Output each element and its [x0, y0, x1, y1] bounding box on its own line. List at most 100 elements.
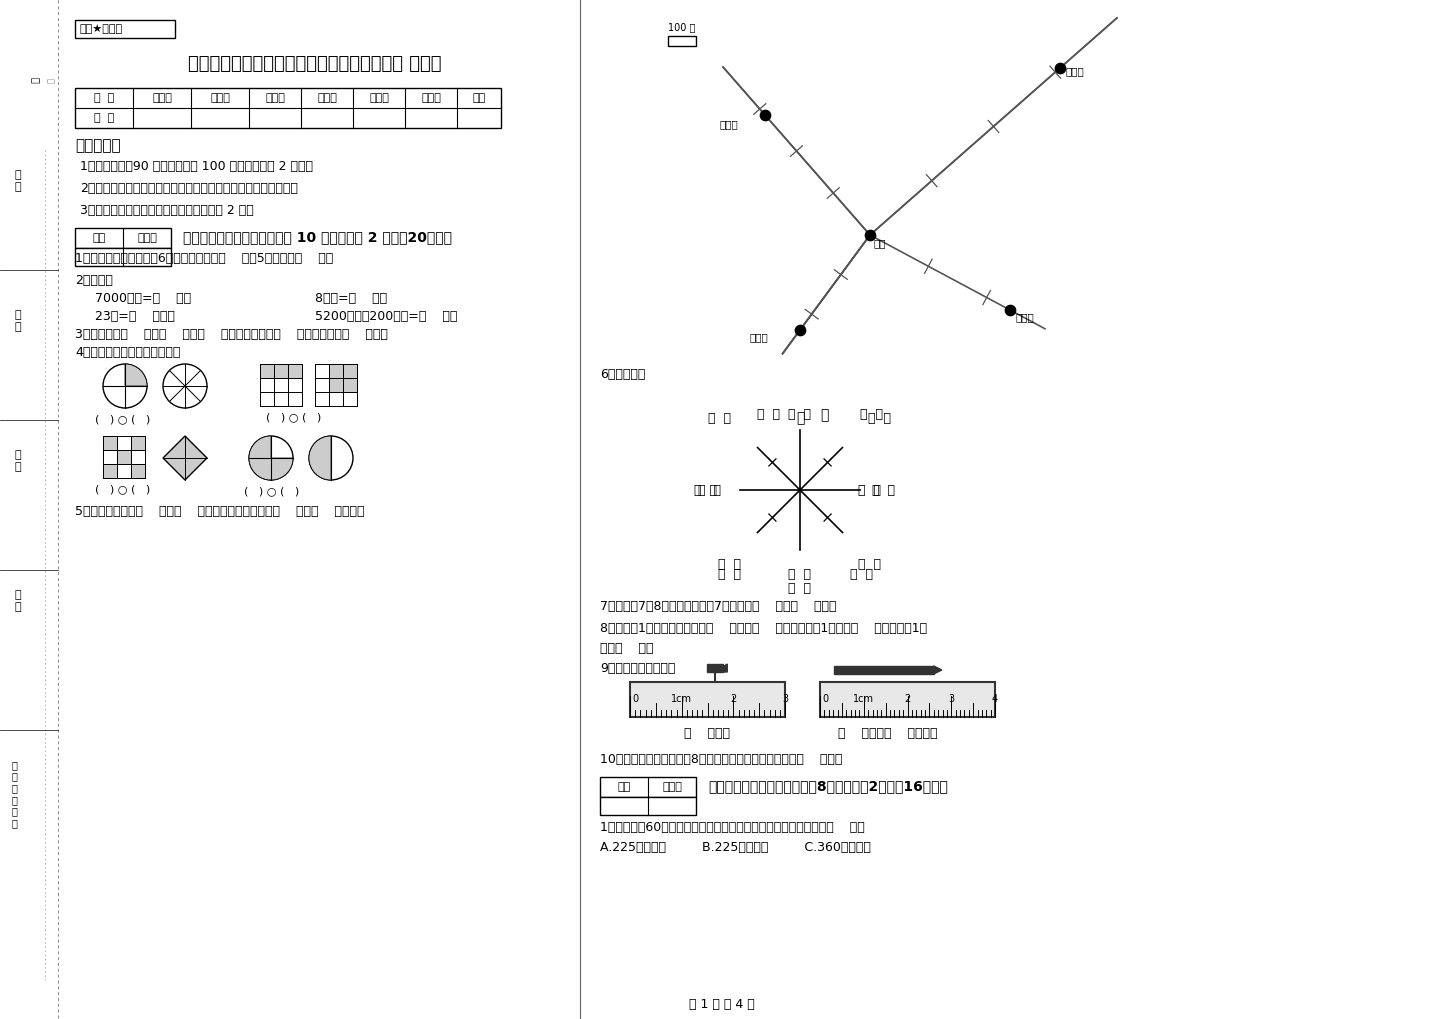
Bar	[819, 682, 996, 717]
Text: 绝密★启用前: 绝密★启用前	[79, 24, 123, 34]
Text: （    ）厘米（    ）毫米。: （ ）厘米（ ）毫米。	[838, 727, 938, 740]
Text: 7、时针在7和8之间，分针指向7，这时是（    ）时（    ）分。: 7、时针在7和8之间，分针指向7，这时是（ ）时（ ）分。	[600, 600, 837, 613]
Text: 综合题: 综合题	[368, 93, 389, 103]
Text: 填空题: 填空题	[152, 93, 172, 103]
Text: 4: 4	[991, 694, 998, 704]
Text: （  ）: （ ）	[708, 412, 731, 425]
Bar	[600, 777, 696, 797]
Bar	[117, 450, 131, 464]
Text: 0: 0	[822, 694, 828, 704]
Text: 一、用心思考，正确填空（共 10 小题，每题 2 分，共20分）。: 一、用心思考，正确填空（共 10 小题，每题 2 分，共20分）。	[184, 230, 452, 244]
Text: 1cm: 1cm	[670, 694, 692, 704]
Text: （  ）: （ ）	[718, 558, 741, 572]
Text: 1cm: 1cm	[853, 694, 874, 704]
Text: （    ）毫米: （ ）毫米	[685, 727, 731, 740]
Circle shape	[103, 364, 147, 408]
Circle shape	[309, 436, 353, 480]
Text: (   ) ○ (   ): ( ) ○ ( )	[95, 484, 150, 494]
Bar	[668, 36, 696, 46]
Text: （  ）: （ ）	[698, 483, 721, 496]
Point	[998, 302, 1022, 318]
Text: 总分: 总分	[473, 93, 486, 103]
Circle shape	[163, 364, 207, 408]
Text: 应用题: 应用题	[420, 93, 441, 103]
Bar	[260, 364, 275, 378]
Bar	[131, 436, 145, 450]
Polygon shape	[707, 664, 724, 672]
Point	[1049, 60, 1072, 76]
Text: 选择题: 选择题	[210, 93, 230, 103]
Text: 5200千克－200千克=（    ）吨: 5200千克－200千克=（ ）吨	[315, 310, 458, 323]
Bar	[131, 464, 145, 478]
Text: 1、考试时间：90 分钟，满分为 100 分（含卷面分 2 分）。: 1、考试时间：90 分钟，满分为 100 分（含卷面分 2 分）。	[79, 160, 314, 173]
Polygon shape	[933, 666, 942, 674]
Text: （  ）: （ ）	[858, 483, 881, 496]
Text: 判断题: 判断题	[264, 93, 285, 103]
Text: 小刚家: 小刚家	[1066, 66, 1085, 76]
Text: 北: 北	[796, 411, 805, 425]
Text: （  ）: （ ）	[718, 568, 741, 581]
Text: 2、换算。: 2、换算。	[75, 274, 113, 287]
Text: 小丽家: 小丽家	[1016, 312, 1035, 322]
Text: A.225平方分米         B.225平方厘米         C.360平方厘米: A.225平方分米 B.225平方厘米 C.360平方厘米	[600, 841, 871, 854]
Bar	[103, 436, 117, 450]
Text: 得分: 得分	[92, 233, 105, 243]
Text: 3、你出生于（    ）年（    ）月（    ）日，那一年是（    ）年，全年有（    ）天。: 3、你出生于（ ）年（ ）月（ ）日，那一年是（ ）年，全年有（ ）天。	[75, 328, 387, 341]
Text: （  ）: （ ）	[858, 558, 881, 572]
Text: (   ) ○ (   ): ( ) ○ ( )	[95, 414, 150, 424]
Text: 1、把一根绳子平均分成6份，每份是它的（    ），5份是它的（    ）。: 1、把一根绳子平均分成6份，每份是它的（ ），5份是它的（ ）。	[75, 252, 334, 265]
Text: 姓
名: 姓 名	[14, 310, 22, 331]
Text: 请: 请	[45, 77, 55, 83]
Text: 3: 3	[782, 694, 788, 704]
Text: 3、不要在试卷上乱写乱画，卷面不整洁扣 2 分。: 3、不要在试卷上乱写乱画，卷面不整洁扣 2 分。	[79, 204, 254, 217]
Point	[858, 227, 881, 244]
Text: 9、量出钉子的长度。: 9、量出钉子的长度。	[600, 662, 675, 675]
Text: 4、看图写分数，并比较大小。: 4、看图写分数，并比较大小。	[75, 346, 181, 359]
Text: 二、反复比较，慎重选择（共8小题，每题2分，共16分）。: 二、反复比较，慎重选择（共8小题，每题2分，共16分）。	[708, 779, 948, 793]
Text: 小红家: 小红家	[720, 119, 738, 129]
Text: （  ）: （ ）	[757, 408, 780, 421]
Text: 格是（    ）。: 格是（ ）。	[600, 642, 653, 655]
Text: 1、把一根长60厘米的铁丝围成一个正方形，这个正方形的面积是（    ）。: 1、把一根长60厘米的铁丝围成一个正方形，这个正方形的面积是（ ）。	[600, 821, 864, 834]
Text: 8千克=（    ）克: 8千克=（ ）克	[315, 292, 387, 305]
Text: （  ）: （ ）	[789, 582, 812, 594]
Text: （  ）: （ ）	[789, 568, 812, 581]
Text: 3: 3	[948, 694, 954, 704]
Text: 小明家: 小明家	[750, 332, 769, 342]
Text: 100 米: 100 米	[668, 22, 695, 32]
Bar	[342, 378, 357, 392]
Polygon shape	[834, 666, 933, 674]
Text: 得分: 得分	[617, 782, 630, 792]
Text: 7000千克=（    ）吨: 7000千克=（ ）吨	[95, 292, 191, 305]
Bar	[329, 378, 342, 392]
Bar	[103, 464, 117, 478]
Text: 评卷人: 评卷人	[137, 233, 158, 243]
Bar	[630, 682, 785, 717]
Bar	[75, 20, 175, 38]
Text: 北: 北	[819, 408, 828, 422]
Text: 考试须知：: 考试须知：	[75, 138, 120, 153]
Text: 计算题: 计算题	[316, 93, 337, 103]
Text: 题: 题	[30, 77, 40, 83]
Bar	[288, 364, 302, 378]
Bar	[75, 228, 171, 248]
Polygon shape	[715, 664, 727, 672]
Text: 2: 2	[905, 694, 910, 704]
Point	[789, 322, 812, 338]
Text: 8、分针走1小格，秒针正好走（    ），是（    ）秒。分针走1大格是（    ），时针走1大: 8、分针走1小格，秒针正好走（ ），是（ ）秒。分针走1大格是（ ），时针走1大	[600, 622, 928, 635]
Text: 评卷人: 评卷人	[662, 782, 682, 792]
Text: （  ）: （ ）	[694, 483, 717, 496]
Circle shape	[249, 436, 293, 480]
Wedge shape	[309, 436, 331, 480]
Text: 0: 0	[631, 694, 639, 704]
Text: 乡
镇
（
街
道
）: 乡 镇 （ 街 道 ）	[12, 760, 17, 828]
Text: (   ) ○ (   ): ( ) ○ ( )	[244, 486, 299, 496]
Polygon shape	[163, 436, 207, 480]
Text: 2、请首先按要求在试卷的指定位置填写您的姓名、班级、学号。: 2、请首先按要求在试卷的指定位置填写您的姓名、班级、学号。	[79, 182, 298, 195]
Text: （  ）: （ ）	[860, 408, 883, 421]
Text: （  ）: （ ）	[871, 483, 894, 496]
Point	[753, 107, 776, 123]
Bar	[75, 248, 171, 266]
Text: 2: 2	[730, 694, 737, 704]
Text: 题  号: 题 号	[94, 93, 114, 103]
